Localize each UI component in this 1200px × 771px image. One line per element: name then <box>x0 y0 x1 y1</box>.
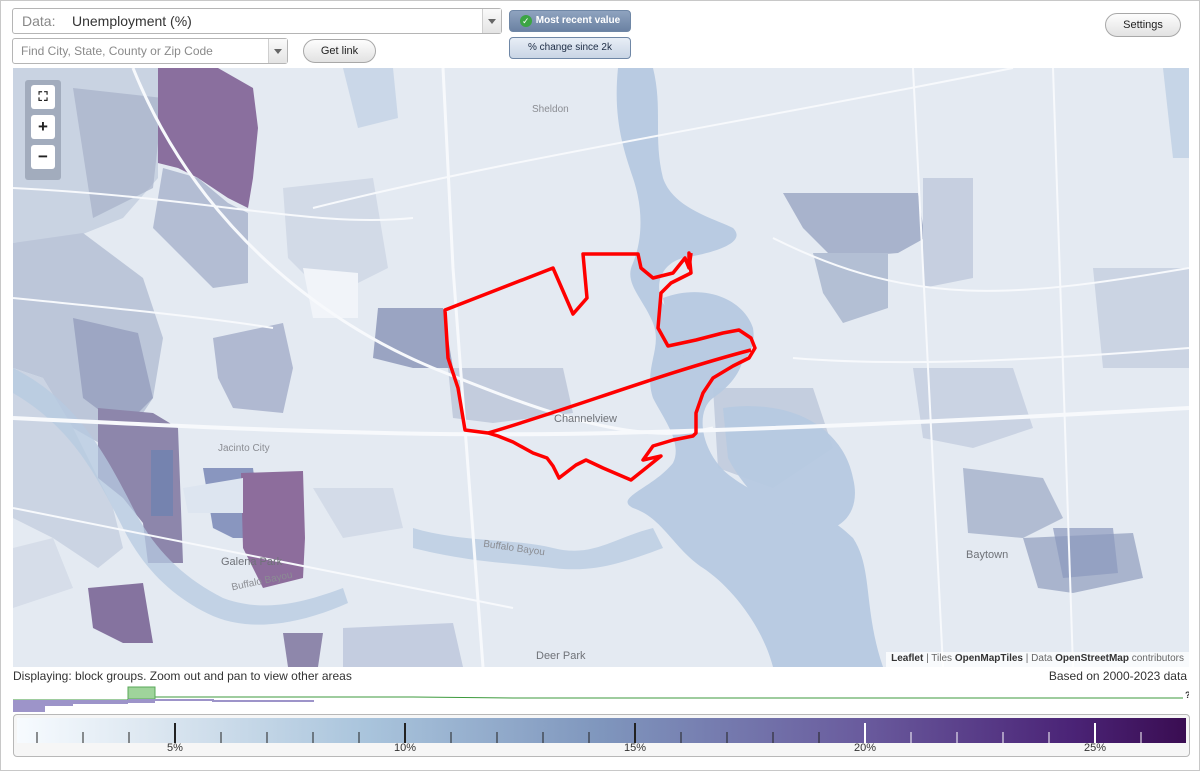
legend-label-20: 20% <box>853 742 877 754</box>
get-link-button[interactable]: Get link <box>303 39 376 63</box>
legend-label-10: 10% <box>393 742 417 754</box>
zoom-in-icon[interactable]: + <box>31 115 55 139</box>
zoom-out-icon[interactable]: − <box>31 145 55 169</box>
chevron-down-icon[interactable] <box>482 9 501 33</box>
place-label-baytown: Baytown <box>966 549 1009 561</box>
place-label-sheldon: Sheldon <box>532 104 569 115</box>
data-range-note: Based on 2000-2023 data <box>1048 669 1187 683</box>
location-search-input[interactable] <box>21 42 261 60</box>
legend-label-15: 15% <box>623 742 647 754</box>
attribution-separator: | Tiles <box>923 653 955 664</box>
data-select-value: Unemployment (%) <box>72 13 192 29</box>
color-legend: 5% 10% 15% 20% 25% <box>13 714 1190 757</box>
map-attribution: Leaflet | Tiles OpenMapTiles | Data Open… <box>886 652 1189 667</box>
waterways <box>13 68 1189 667</box>
place-label-galena-park: Galena Park <box>221 556 283 568</box>
location-search[interactable] <box>12 38 288 64</box>
leaflet-link[interactable]: Leaflet <box>891 653 924 664</box>
road-network <box>13 68 1189 667</box>
place-label-jacinto-city: Jacinto City <box>218 443 270 454</box>
selected-area-boundary <box>443 251 757 482</box>
data-select[interactable]: Data: Unemployment (%) <box>12 8 502 34</box>
openstreetmap-link[interactable]: OpenStreetMap <box>1055 653 1129 664</box>
block-group-polygons <box>13 68 1189 667</box>
settings-button[interactable]: Settings <box>1105 13 1181 37</box>
place-label-channelview: Channelview <box>554 413 617 425</box>
displaying-note: Displaying: block groups. Zoom out and p… <box>13 669 352 683</box>
data-select-label: Data: <box>22 13 56 29</box>
chevron-down-icon[interactable] <box>268 39 287 63</box>
check-icon: ✓ <box>519 15 532 27</box>
value-histogram[interactable]: ? <box>13 684 1189 712</box>
place-label-deer-park: Deer Park <box>536 650 586 662</box>
most-recent-value-label: Most recent value <box>535 15 621 26</box>
map-canvas[interactable] <box>13 68 1189 667</box>
percent-change-toggle[interactable]: % change since 2k <box>509 37 631 59</box>
choropleth-map[interactable]: Sheldon Channelview Jacinto City Galena … <box>13 68 1189 667</box>
legend-label-5: 5% <box>167 742 183 754</box>
legend-label-25: 25% <box>1083 742 1107 754</box>
legend-gradient <box>17 718 1186 743</box>
histogram-help-icon[interactable]: ? <box>1185 690 1189 700</box>
attribution-separator: | Data <box>1023 653 1056 664</box>
attribution-contributors: contributors <box>1128 653 1184 664</box>
most-recent-value-toggle[interactable]: ✓ Most recent value <box>509 10 631 32</box>
fit-extent-icon[interactable]: ⛶ <box>31 85 55 109</box>
openmaptiles-link[interactable]: OpenMapTiles <box>954 653 1023 664</box>
legend-ticks <box>36 723 1142 743</box>
zoom-control: ⛶ + − <box>25 80 61 180</box>
